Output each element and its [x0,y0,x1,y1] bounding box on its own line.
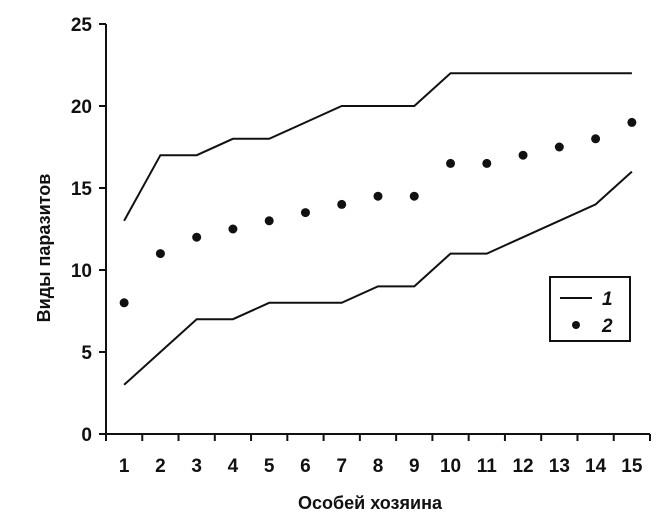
data-point [192,232,202,242]
y-tick-label: 25 [71,15,93,36]
data-point [409,191,419,201]
series-line-1 [123,170,633,386]
x-tick-label: 3 [191,456,202,477]
data-point [155,249,165,259]
data-point [373,191,383,201]
data-point [119,298,129,308]
data-point [446,158,456,168]
y-axis-title: Виды паразитов [34,174,54,323]
x-tick-label: 1 [119,456,130,477]
legend-box [549,276,631,342]
data-point [337,199,347,209]
data-point [591,134,601,144]
x-tick-label: 10 [440,456,461,477]
y-tick-label: 10 [71,261,92,282]
data-point [228,224,238,234]
x-tick-label: 8 [373,456,384,477]
y-tick-label: 20 [71,97,92,118]
plot-area [119,72,637,386]
x-tick-label: 5 [264,456,275,477]
x-axis-title: Особей хозяина [298,493,443,513]
legend-label-2: 2 [601,316,613,337]
x-tick-label: 11 [477,456,498,477]
data-point [300,208,310,218]
y-axis-ticks: 0 5 10 15 20 25 [71,15,106,446]
data-point [482,158,492,168]
data-point [264,216,274,226]
data-point [518,150,528,160]
x-tick-label: 6 [300,456,311,477]
y-tick-label: 5 [81,343,92,364]
data-point [627,117,637,127]
data-point [554,142,564,152]
y-tick-label: 0 [81,425,92,446]
x-tick-label: 13 [549,456,570,477]
axes [105,24,650,435]
x-tick-label: 7 [336,456,347,477]
y-tick-label: 15 [71,179,93,200]
legend-label-1: 1 [602,289,613,310]
x-tick-label: 15 [621,456,643,477]
legend-point-swatch [572,321,580,329]
x-axis-ticks: 1 2 3 4 5 6 7 8 9 10 11 12 13 14 15 [105,434,651,477]
x-tick-label: 14 [585,456,607,477]
x-tick-label: 4 [228,456,239,477]
x-tick-label: 12 [512,456,533,477]
series-line-0 [123,72,632,222]
legend: 1 2 [549,276,631,342]
x-tick-label: 2 [155,456,166,477]
x-tick-label: 9 [409,456,420,477]
